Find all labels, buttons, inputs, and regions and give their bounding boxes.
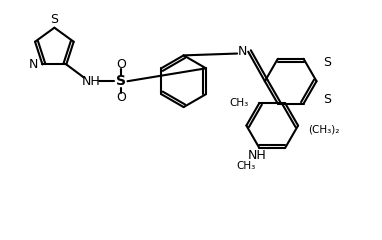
- Text: N: N: [238, 45, 248, 58]
- Text: S: S: [50, 13, 58, 26]
- Text: N: N: [29, 58, 38, 71]
- Text: CH₃: CH₃: [237, 161, 256, 171]
- Text: O: O: [116, 91, 126, 104]
- Text: (CH₃)₂: (CH₃)₂: [308, 124, 340, 134]
- Text: S: S: [324, 56, 332, 69]
- Text: O: O: [116, 58, 126, 71]
- Text: CH₃: CH₃: [229, 98, 249, 108]
- Text: S: S: [116, 74, 126, 88]
- Text: S: S: [324, 93, 332, 106]
- Text: NH: NH: [248, 149, 267, 162]
- Text: NH: NH: [82, 75, 101, 88]
